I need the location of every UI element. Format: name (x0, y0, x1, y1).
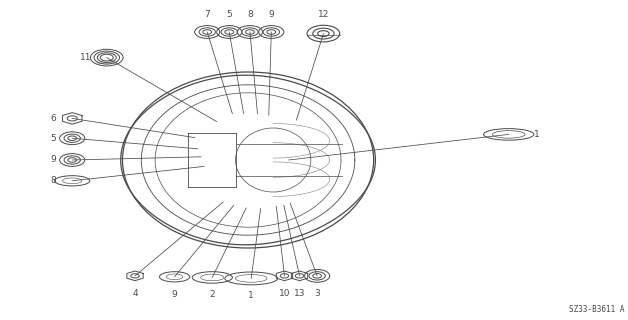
Text: 3: 3 (314, 289, 320, 298)
Text: 12: 12 (318, 10, 329, 19)
Text: 1: 1 (248, 291, 254, 300)
Text: 5: 5 (226, 10, 232, 19)
Text: 8: 8 (247, 10, 253, 19)
Text: 9: 9 (268, 10, 274, 19)
Text: 7: 7 (204, 10, 210, 19)
Text: 4: 4 (133, 289, 138, 298)
Text: 9: 9 (171, 290, 178, 299)
Text: 6: 6 (51, 114, 57, 123)
Text: SZ33-B3611 A: SZ33-B3611 A (570, 305, 625, 314)
Text: 1: 1 (534, 130, 539, 139)
Text: 11: 11 (80, 53, 91, 62)
Text: 5: 5 (51, 134, 57, 143)
Text: 2: 2 (210, 290, 215, 299)
Text: 8: 8 (51, 176, 57, 185)
Text: 10: 10 (279, 289, 290, 298)
Text: 9: 9 (51, 156, 57, 164)
Text: 13: 13 (294, 289, 305, 298)
